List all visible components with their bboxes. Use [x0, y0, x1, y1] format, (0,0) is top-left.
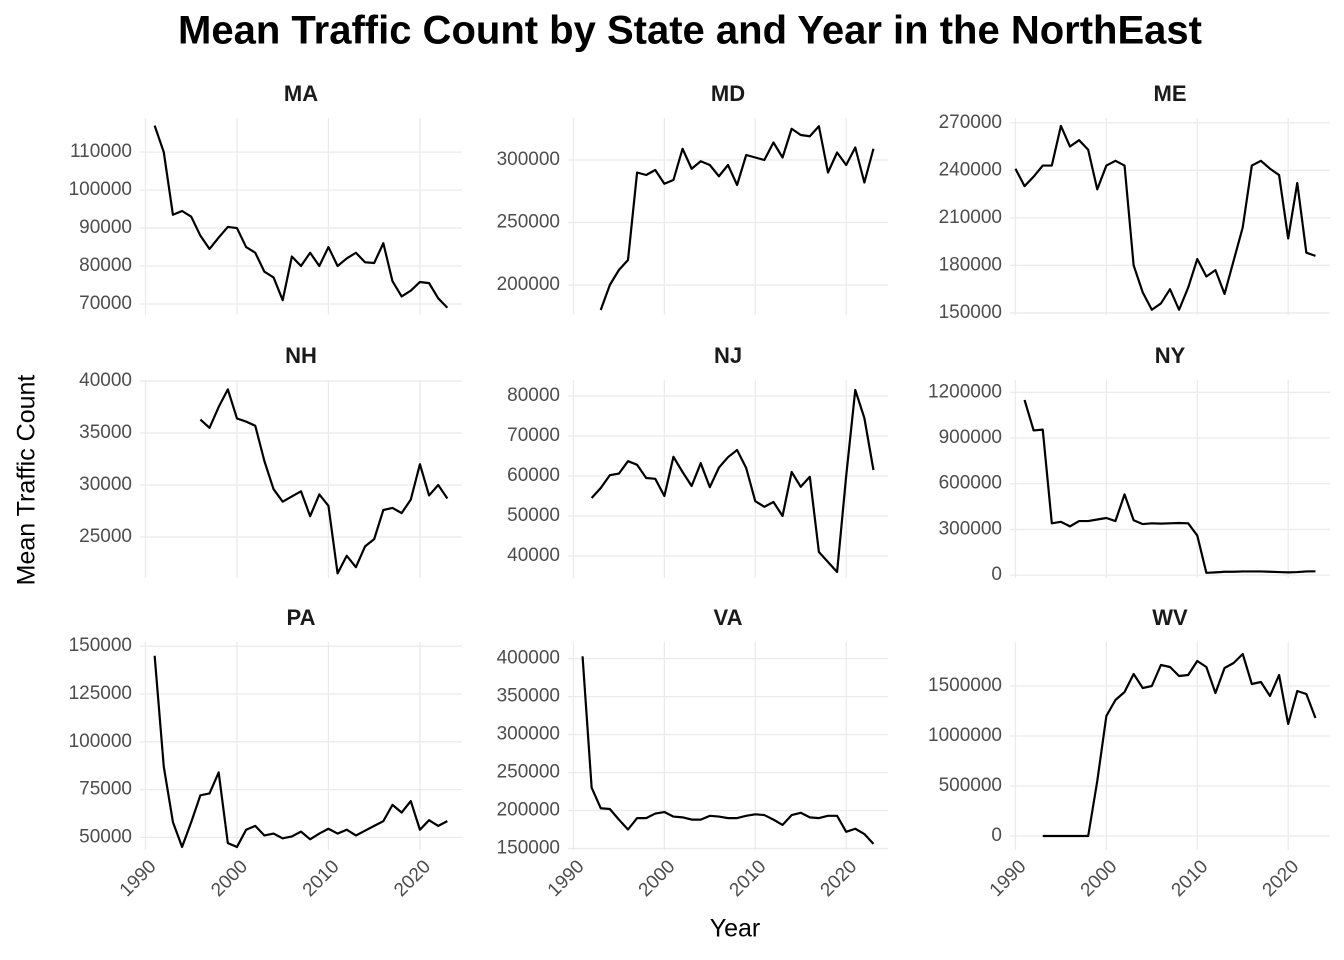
y-tick-label: 180000	[939, 254, 1002, 275]
y-tick-label: 0	[991, 564, 1002, 585]
y-tick-label: 100000	[69, 731, 132, 752]
y-tick-label: 25000	[79, 526, 132, 547]
y-tick-label: 250000	[497, 762, 560, 783]
y-tick-label: 150000	[69, 635, 132, 656]
y-tick-label: 110000	[70, 141, 132, 162]
data-line	[1023, 399, 1316, 574]
x-tick-label: 2010	[1168, 856, 1213, 901]
y-tick-label: 30000	[79, 474, 132, 495]
x-tick-label: 2000	[207, 856, 252, 901]
y-tick-label: 35000	[79, 422, 132, 443]
y-tick-label: 100000	[69, 179, 132, 200]
data-line	[581, 656, 875, 845]
y-tick-label: 40000	[79, 370, 132, 391]
y-tick-label: 50000	[507, 505, 560, 526]
x-tick-label: 1990	[544, 856, 589, 901]
y-axis-label: Mean Traffic Count	[13, 375, 41, 586]
y-tick-label: 70000	[507, 425, 560, 446]
y-tick-label: 500000	[939, 775, 1002, 796]
data-line	[599, 125, 875, 311]
x-tick-label: 2020	[1259, 856, 1304, 901]
facet-title: WV	[1152, 605, 1188, 630]
y-tick-label: 80000	[79, 255, 132, 276]
y-tick-label: 400000	[497, 648, 560, 669]
x-axis-label: Year	[710, 915, 761, 943]
data-line	[590, 388, 875, 574]
x-tick-label: 2000	[1077, 856, 1122, 901]
y-tick-label: 1200000	[928, 381, 1002, 402]
y-tick-label: 70000	[79, 293, 132, 314]
y-tick-label: 80000	[507, 385, 560, 406]
x-tick-label: 2020	[390, 856, 435, 901]
facet-title: PA	[287, 605, 316, 630]
y-tick-label: 200000	[497, 800, 560, 821]
y-tick-label: 40000	[507, 545, 560, 566]
x-tick-label: 2010	[299, 856, 344, 901]
y-tick-label: 350000	[497, 686, 560, 707]
y-tick-label: 150000	[939, 302, 1002, 323]
y-tick-label: 300000	[497, 149, 560, 170]
y-tick-label: 300000	[939, 518, 1002, 539]
y-tick-label: 125000	[69, 683, 132, 704]
y-tick-label: 1500000	[928, 675, 1002, 696]
y-tick-label: 600000	[939, 473, 1002, 494]
x-tick-label: 2000	[635, 856, 680, 901]
y-tick-label: 90000	[79, 217, 132, 238]
x-tick-label: 2020	[817, 856, 862, 901]
y-tick-label: 150000	[497, 837, 560, 858]
y-tick-label: 0	[991, 825, 1002, 846]
y-tick-label: 300000	[497, 724, 560, 745]
facet-title: NJ	[714, 343, 742, 368]
x-tick-label: 1990	[986, 856, 1031, 901]
y-tick-label: 75000	[79, 779, 132, 800]
data-line	[153, 125, 449, 309]
facet-title: NH	[285, 343, 317, 368]
facet-title: VA	[714, 605, 743, 630]
y-tick-label: 250000	[497, 212, 560, 233]
facet-title: MD	[711, 81, 745, 106]
facet-title: ME	[1154, 81, 1187, 106]
data-line	[1014, 124, 1316, 311]
x-tick-label: 1990	[116, 856, 161, 901]
data-line	[1042, 652, 1317, 838]
y-tick-label: 210000	[939, 207, 1002, 228]
y-tick-label: 240000	[939, 159, 1002, 180]
y-tick-label: 1000000	[928, 725, 1002, 746]
y-tick-label: 200000	[497, 274, 560, 295]
y-tick-label: 60000	[507, 465, 560, 486]
y-tick-label: 900000	[939, 427, 1002, 448]
facet-title: MA	[284, 81, 318, 106]
data-line	[199, 388, 449, 575]
chart-title: Mean Traffic Count by State and Year in …	[178, 9, 1202, 53]
y-tick-label: 50000	[79, 826, 132, 847]
x-tick-label: 2010	[726, 856, 771, 901]
data-line	[153, 655, 448, 849]
facet-title: NY	[1155, 343, 1186, 368]
y-tick-label: 270000	[939, 112, 1002, 133]
